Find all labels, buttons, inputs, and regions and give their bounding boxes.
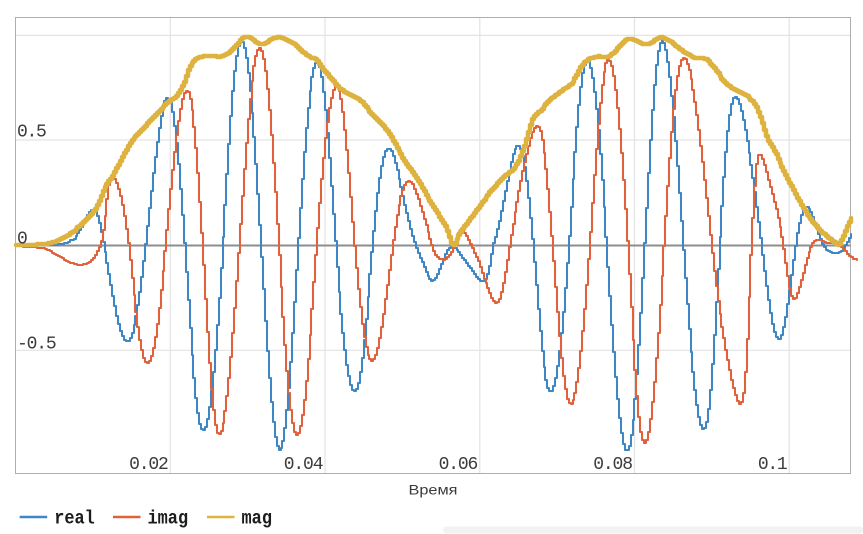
svg-text:0: 0 (17, 230, 28, 250)
svg-text:0.04: 0.04 (284, 455, 324, 475)
svg-text:0.02: 0.02 (129, 455, 169, 475)
svg-text:mag: mag (242, 508, 273, 530)
svg-text:real: real (54, 508, 95, 530)
svg-text:imag: imag (148, 508, 189, 530)
svg-text:Время: Время (409, 482, 458, 498)
svg-text:0.5: 0.5 (17, 123, 47, 143)
svg-text:0.1: 0.1 (758, 455, 788, 475)
svg-text:0.06: 0.06 (439, 455, 479, 475)
svg-text:-0.5: -0.5 (17, 334, 57, 354)
svg-text:0.08: 0.08 (593, 455, 633, 475)
